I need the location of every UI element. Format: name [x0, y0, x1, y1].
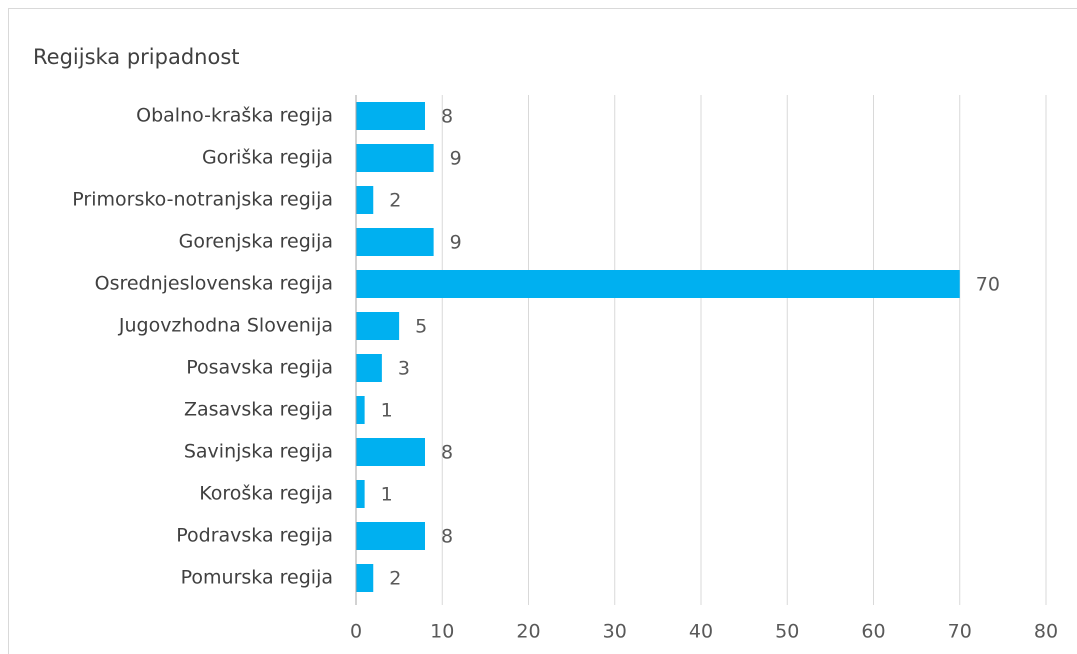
x-tick-label: 10 [430, 621, 454, 643]
bar [356, 186, 374, 214]
data-label: 8 [441, 442, 453, 464]
x-tick-label: 20 [516, 621, 540, 643]
bar [356, 564, 374, 592]
y-tick-label: Podravska regija [176, 525, 333, 547]
bar [356, 144, 434, 172]
data-label: 2 [389, 190, 401, 212]
data-label: 1 [381, 400, 393, 422]
bar [356, 522, 425, 550]
data-label: 2 [389, 568, 401, 590]
x-tick-label: 80 [1034, 621, 1058, 643]
data-label: 9 [450, 232, 462, 254]
data-label: 70 [976, 274, 1000, 296]
y-tick-label: Posavska regija [186, 357, 333, 379]
data-label: 5 [415, 316, 427, 338]
bar [356, 270, 960, 298]
y-tick-label: Gorenjska regija [179, 231, 333, 253]
chart-title: Regijska pripadnost [33, 45, 240, 69]
bar [356, 480, 365, 508]
data-label: 8 [441, 526, 453, 548]
x-tick-label: 50 [775, 621, 799, 643]
bar [356, 228, 434, 256]
bar [356, 102, 425, 130]
y-tick-label: Koroška regija [199, 483, 333, 505]
y-tick-label: Pomurska regija [181, 567, 333, 589]
y-tick-label: Jugovzhodna Slovenija [118, 315, 333, 337]
data-label: 3 [398, 358, 410, 380]
y-tick-label: Obalno-kraška regija [136, 105, 333, 127]
bar [356, 396, 365, 424]
x-tick-label: 0 [350, 621, 362, 643]
y-tick-label: Primorsko-notranjska regija [72, 189, 333, 211]
bar [356, 312, 400, 340]
x-tick-label: 60 [861, 621, 885, 643]
x-tick-label: 70 [948, 621, 972, 643]
y-tick-label: Zasavska regija [184, 399, 333, 421]
bar [356, 354, 382, 382]
chart-frame [8, 8, 1077, 654]
data-label: 9 [450, 148, 462, 170]
x-tick-label: 30 [603, 621, 627, 643]
data-label: 8 [441, 106, 453, 128]
y-tick-label: Osrednjeslovenska regija [95, 273, 333, 295]
y-tick-label: Goriška regija [202, 147, 333, 169]
x-tick-label: 40 [689, 621, 713, 643]
y-tick-label: Savinjska regija [184, 441, 333, 463]
bar [356, 438, 425, 466]
data-label: 1 [381, 484, 393, 506]
